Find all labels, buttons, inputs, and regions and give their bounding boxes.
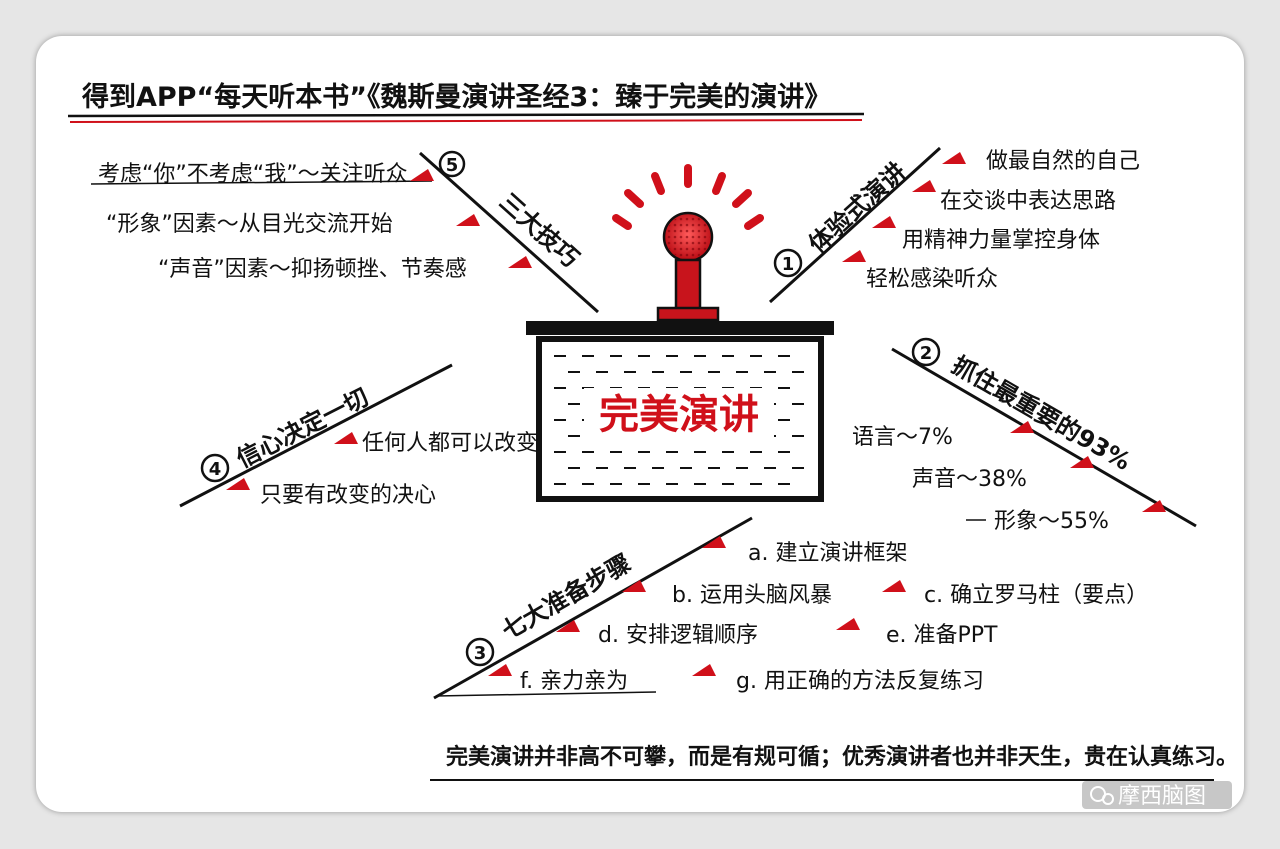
technique-item-1: 考虑“你”不考虑“我”～关注听众	[98, 162, 408, 187]
key-93-item-3: 形象～55%	[994, 509, 1109, 534]
watermark-text: 摩西脑图	[1118, 784, 1206, 809]
branch-key-93-number: 2	[920, 343, 933, 364]
branch-seven-steps-number-badge	[465, 637, 495, 667]
experiential-item-1: 做最自然的自己	[986, 149, 1140, 174]
step-a: a. 建立演讲框架	[748, 541, 907, 566]
experiential-item-2: 在交谈中表达思路	[940, 189, 1116, 214]
microphone-base	[656, 306, 720, 322]
branch-experiential-speech: 1 体验式演讲 做最自然的自己 在交谈中表达思路 用精神力量掌控身体 轻松感染听…	[768, 146, 1140, 304]
branch-techniques-number: 5	[446, 155, 459, 176]
technique-item-2-marker	[456, 214, 480, 226]
confidence-item-1-marker	[334, 432, 358, 444]
key-93-item-1-marker	[1010, 421, 1034, 433]
step-e-marker	[836, 618, 860, 630]
step-g-marker	[692, 664, 716, 676]
step-b-marker	[622, 580, 646, 592]
branch-confidence-number-badge	[200, 453, 230, 483]
title-underline-red	[69, 119, 863, 123]
technique-item-2: “形象”因素～从目光交流开始	[106, 212, 393, 237]
branch-techniques-number-badge	[438, 150, 466, 178]
lectern-illustration: 完美演讲	[526, 164, 834, 502]
key-93-item-2-marker	[1070, 456, 1094, 468]
mindmap-canvas: 得到APP“每天听本书”《魏斯曼演讲圣经3：臻于完美的演讲》 完美演讲 5	[67, 81, 1238, 809]
key-93-item-1: 语言～7%	[852, 425, 953, 450]
step-a-marker	[702, 536, 726, 548]
title-underline	[67, 112, 865, 118]
key-93-item-3-marker	[1142, 500, 1166, 512]
branch-experiential-label: 体验式演讲	[803, 157, 911, 258]
microphone-stem	[674, 258, 702, 312]
technique-item-3: “声音”因素～抑扬顿挫、节奏感	[158, 257, 467, 282]
branch-key-93-label: 抓住最重要的93%	[947, 351, 1135, 476]
confidence-item-1: 任何人都可以改变	[362, 431, 538, 456]
step-c-marker	[882, 580, 906, 592]
branch-techniques: 5 三大技巧 考虑“你”不考虑“我”～关注听众 “形象”因素～从目光交流开始 “…	[90, 150, 599, 314]
branch-techniques-line	[419, 151, 599, 314]
technique-item-3-marker	[508, 256, 532, 268]
watermark: 摩西脑图	[1082, 781, 1232, 809]
step-c: c. 确立罗马柱（要点）	[924, 583, 1148, 608]
branch-confidence-line	[179, 363, 453, 508]
lectern-top	[526, 321, 834, 335]
technique-item-1-marker	[410, 169, 434, 181]
footer-summary: 完美演讲并非高不可攀，而是有规可循；优秀演讲者也并非天生，贵在认真练习。	[446, 744, 1238, 770]
branch-seven-steps-number: 3	[474, 643, 487, 664]
experiential-item-4: 轻松感染听众	[866, 267, 998, 292]
step-b: b. 运用头脑风暴	[672, 583, 832, 608]
branch-seven-steps-line	[433, 516, 753, 700]
step-e: e. 准备PPT	[886, 623, 998, 648]
branch-experiential-line	[768, 146, 942, 304]
mindmap-card: 得到APP“每天听本书”《魏斯曼演讲圣经3：臻于完美的演讲》 完美演讲 5	[36, 36, 1244, 812]
experiential-item-4-marker	[842, 250, 866, 262]
branch-key-93-number-badge	[911, 337, 941, 367]
branch-key-93-percent: 2 抓住最重要的93% 语言～7% 声音～38% 形象～55%	[852, 337, 1197, 534]
branch-confidence-number: 4	[209, 459, 222, 480]
step-d-marker	[556, 620, 580, 632]
step-d: d. 安排逻辑顺序	[598, 623, 758, 648]
step-f-marker	[488, 664, 512, 676]
branch-key-93-line	[891, 347, 1197, 528]
branch-experiential-number-badge	[773, 248, 803, 278]
branch-confidence: 4 信心决定一切 任何人都可以改变 只要有改变的决心	[179, 363, 538, 508]
experiential-item-3-marker	[872, 216, 896, 228]
branch-confidence-label: 信心决定一切	[232, 383, 373, 473]
light-rays	[612, 164, 764, 230]
step-g: g. 用正确的方法反复练习	[736, 669, 984, 694]
confidence-item-2-marker	[226, 478, 250, 490]
experiential-item-1-marker	[942, 152, 966, 164]
center-label: 完美演讲	[599, 392, 759, 438]
step-f: f. 亲力亲为	[520, 669, 628, 694]
confidence-item-2: 只要有改变的决心	[260, 483, 436, 508]
branch-seven-steps: 3 七大准备步骤 a. 建立演讲框架 b. 运用头脑风暴 c. 确立罗马柱（要点…	[433, 516, 1148, 700]
page-title: 得到APP“每天听本书”《魏斯曼演讲圣经3：臻于完美的演讲》	[81, 81, 831, 113]
experiential-item-2-marker	[912, 180, 936, 192]
experiential-item-3: 用精神力量掌控身体	[902, 228, 1100, 253]
branch-experiential-number: 1	[782, 254, 795, 275]
key-93-item-2: 声音～38%	[912, 467, 1027, 492]
